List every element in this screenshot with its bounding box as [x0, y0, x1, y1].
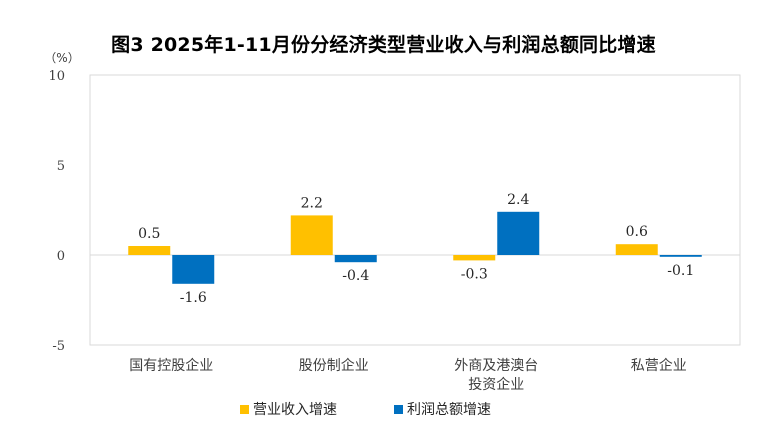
data-label: 0.5 [138, 226, 160, 242]
x-tick-label: 外商及港澳台投资企业 [454, 358, 538, 393]
legend-label: 营业收入增速 [253, 402, 337, 418]
bar-revenue [290, 215, 333, 255]
data-label: -0.4 [342, 268, 369, 284]
plot-frame [89, 74, 741, 346]
legend: 营业收入增速 利润总额增速 [240, 402, 491, 418]
data-label: -0.3 [461, 266, 488, 282]
bar-profit [172, 255, 215, 284]
bar-profit [334, 255, 377, 263]
bars [128, 211, 702, 284]
bar-revenue [615, 244, 658, 255]
bar-revenue [128, 246, 171, 255]
data-label: -1.6 [180, 290, 207, 306]
bar-revenue [453, 255, 496, 261]
y-tick-label: -5 [52, 339, 65, 354]
data-label: 2.4 [507, 192, 529, 208]
bar-profit [659, 255, 702, 257]
y-axis-unit-label: （%） [44, 51, 79, 65]
y-tick-label: 5 [57, 159, 65, 174]
y-tick-label: 0 [57, 249, 65, 264]
legend-swatch [240, 405, 249, 414]
y-tick-label: 10 [48, 69, 65, 84]
chart-title: 图3 2025年1-11月份分经济类型营业收入与利润总额同比增速 [111, 34, 656, 56]
y-axis-ticks: 10 5 0 -5 [48, 69, 65, 354]
data-label: 0.6 [626, 224, 648, 240]
x-tick-label: 私营企业 [631, 357, 687, 374]
legend-label: 利润总额增速 [407, 402, 491, 418]
data-label: 2.2 [301, 195, 323, 211]
x-tick-label: 股份制企业 [299, 357, 369, 374]
bar-profit [497, 211, 540, 255]
data-label: -0.1 [667, 263, 694, 279]
x-tick-label: 国有控股企业 [129, 357, 213, 374]
x-axis-ticks: 国有控股企业 股份制企业 外商及港澳台投资企业 私营企业 [129, 357, 687, 393]
data-labels: 0.5 -1.6 2.2 -0.4 -0.3 2.4 0.6 -0.1 [138, 192, 694, 306]
legend-swatch [394, 405, 403, 414]
